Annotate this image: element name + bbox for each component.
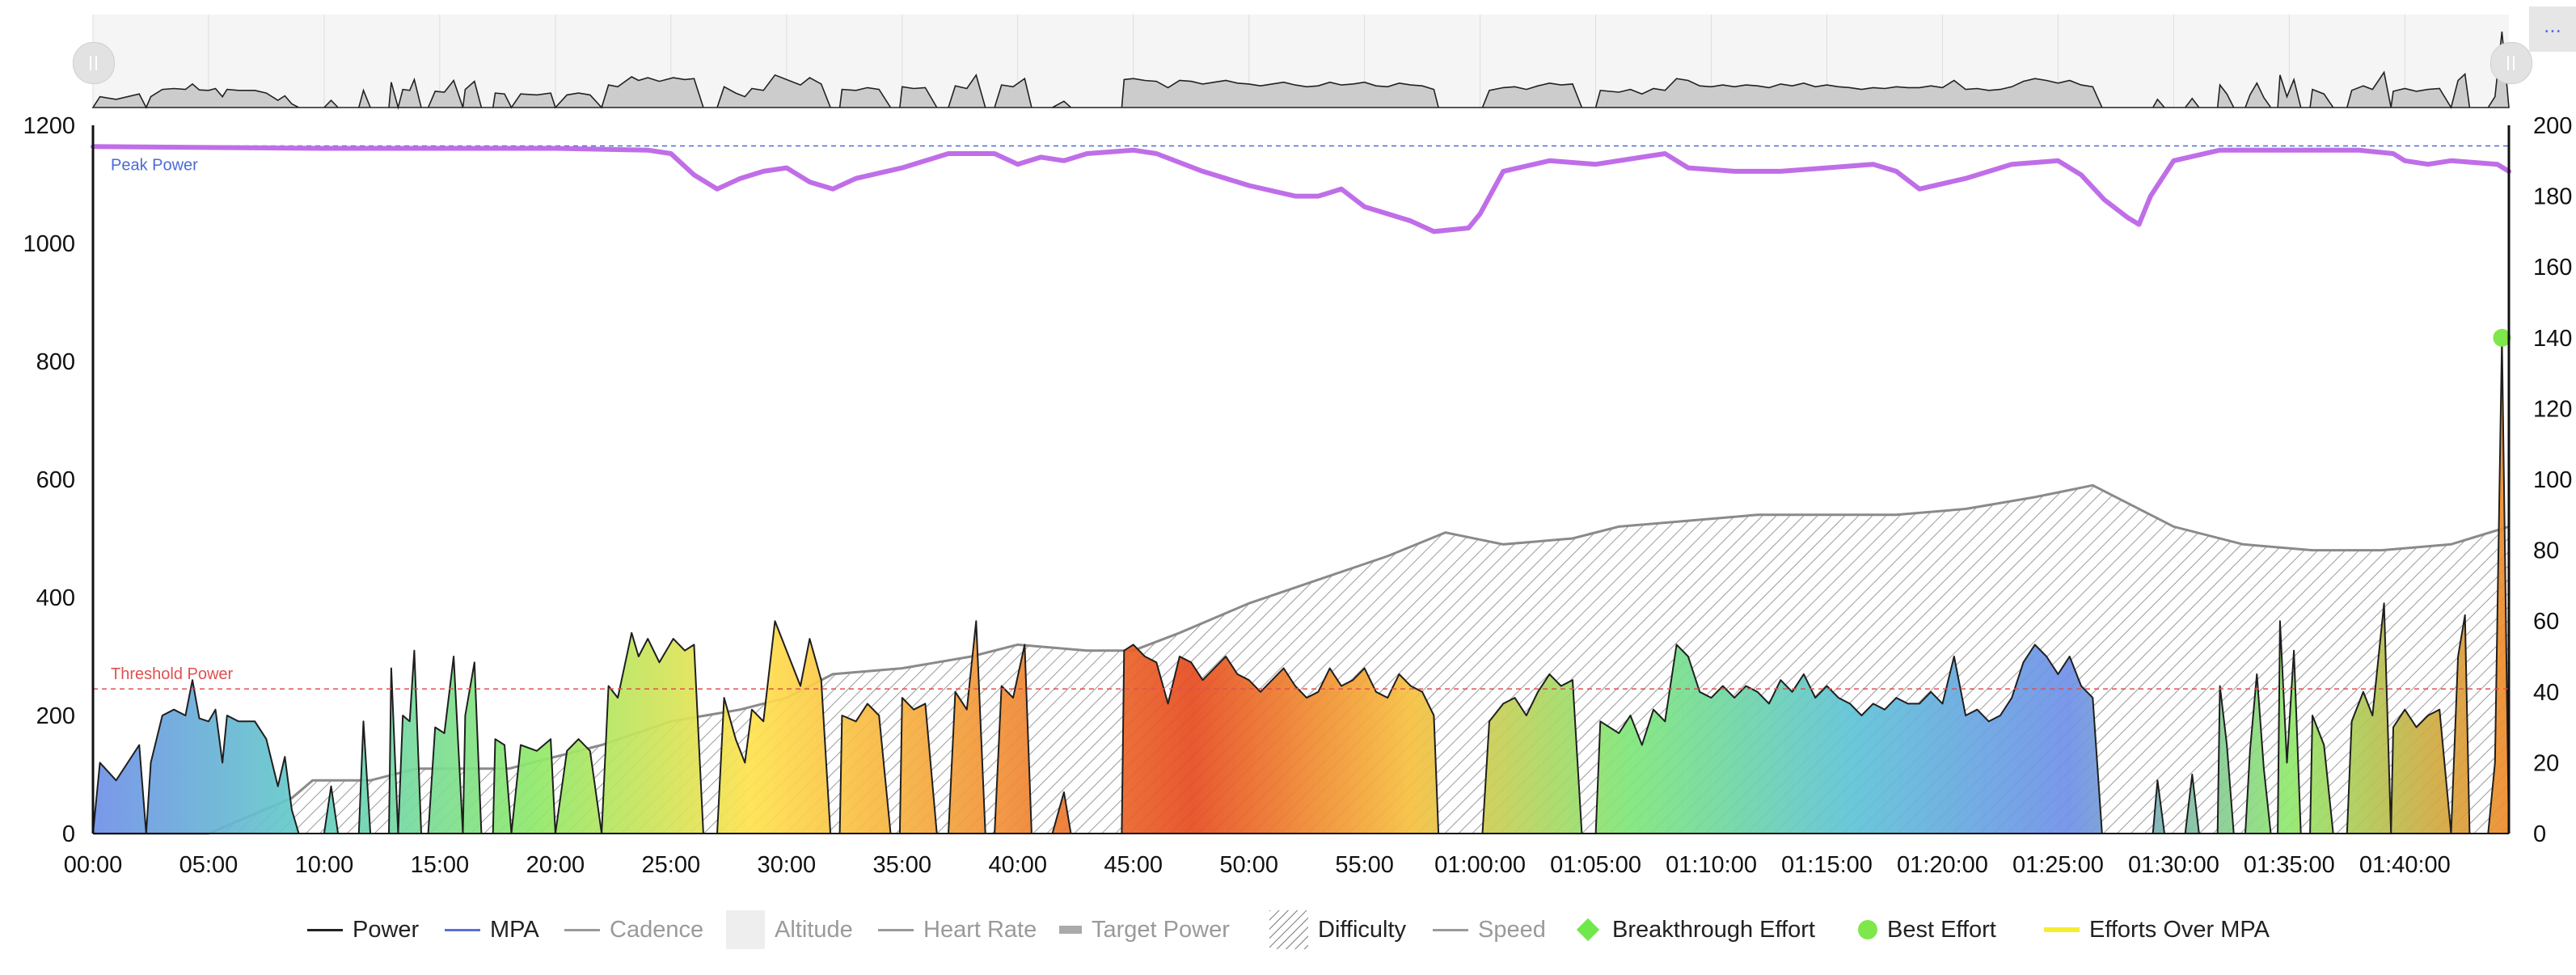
right-axis-tick-label: 20 bbox=[2533, 750, 2559, 776]
navigator-left-handle[interactable] bbox=[73, 42, 115, 84]
legend-label: Cadence bbox=[610, 916, 704, 943]
legend-label: Best Effort bbox=[1887, 916, 1996, 943]
chart-legend: Power MPA Cadence Altitude Heart Rate Target … bbox=[0, 905, 2576, 954]
x-axis-tick-label: 01:35:00 bbox=[2244, 852, 2335, 878]
legend-swatch bbox=[726, 910, 765, 949]
legend-swatch bbox=[1576, 918, 1600, 942]
left-axis-tick-label: 600 bbox=[36, 467, 75, 493]
x-axis-tick-label: 40:00 bbox=[988, 852, 1047, 878]
legend-swatch bbox=[1433, 928, 1468, 931]
legend-item-power[interactable]: Power bbox=[307, 905, 419, 954]
x-axis-tick-label: 10:00 bbox=[295, 852, 354, 878]
right-axis-tick-label: 100 bbox=[2533, 467, 2572, 493]
right-axis-tick-label: 40 bbox=[2533, 680, 2559, 706]
x-axis-tick-label: 15:00 bbox=[411, 852, 470, 878]
left-axis-tick-label: 400 bbox=[36, 585, 75, 611]
x-axis-tick-label: 01:30:00 bbox=[2128, 852, 2219, 878]
x-axis-tick-label: 45:00 bbox=[1104, 852, 1163, 878]
x-axis-tick-label: 01:05:00 bbox=[1550, 852, 1641, 878]
chart-menu-button[interactable]: ... bbox=[2529, 6, 2576, 52]
legend-swatch bbox=[1059, 926, 1082, 934]
threshold-power-label: Threshold Power bbox=[111, 665, 234, 683]
legend-label: Heart Rate bbox=[923, 916, 1037, 943]
legend-label: Altitude bbox=[775, 916, 853, 943]
legend-item-best-effort[interactable]: Best Effort bbox=[1858, 905, 1996, 954]
legend-label: Breakthrough Effort bbox=[1612, 916, 1815, 943]
peak-power-label: Peak Power bbox=[111, 157, 198, 175]
navigator-power-area bbox=[91, 32, 2510, 111]
x-axis-tick-label: 01:40:00 bbox=[2359, 852, 2451, 878]
right-axis-tick-label: 140 bbox=[2533, 326, 2572, 352]
legend-item-target-power[interactable]: Target Power bbox=[1059, 905, 1230, 954]
legend-item-breakthrough-effort[interactable]: Breakthrough Effort bbox=[1575, 905, 1815, 954]
legend-item-mpa[interactable]: MPA bbox=[445, 905, 539, 954]
legend-item-difficulty[interactable]: Difficulty bbox=[1269, 905, 1406, 954]
right-axis-tick-label: 0 bbox=[2533, 821, 2546, 847]
x-axis-tick-label: 01:00:00 bbox=[1434, 852, 1526, 878]
left-axis-tick-label: 1000 bbox=[23, 231, 75, 257]
legend-item-cadence[interactable]: Cadence bbox=[564, 905, 703, 954]
x-axis-tick-label: 20:00 bbox=[526, 852, 585, 878]
power-line bbox=[92, 336, 2510, 834]
legend-label: MPA bbox=[490, 916, 539, 943]
ellipsis-icon: ... bbox=[2544, 13, 2561, 37]
x-axis-tick-label: 01:10:00 bbox=[1666, 852, 1757, 878]
mpa-line bbox=[91, 144, 2511, 234]
x-axis-tick-label: 55:00 bbox=[1335, 852, 1394, 878]
legend-swatch bbox=[878, 928, 914, 931]
right-axis-tick-label: 180 bbox=[2533, 184, 2572, 210]
legend-item-altitude[interactable]: Altitude bbox=[726, 905, 853, 954]
legend-item-efforts-over-mpa[interactable]: Efforts Over MPA bbox=[2044, 905, 2270, 954]
right-axis-tick-label: 160 bbox=[2533, 255, 2572, 281]
x-axis-tick-label: 35:00 bbox=[872, 852, 931, 878]
x-axis-tick-label: 05:00 bbox=[179, 852, 239, 878]
left-axis-tick-label: 0 bbox=[62, 821, 75, 847]
right-axis-tick-label: 80 bbox=[2533, 538, 2559, 564]
navigator-right-handle[interactable] bbox=[2490, 42, 2532, 84]
x-axis-tick-label: 25:00 bbox=[642, 852, 701, 878]
right-axis-tick-label: 60 bbox=[2533, 609, 2559, 635]
x-axis-tick-label: 50:00 bbox=[1219, 852, 1278, 878]
legend-swatch bbox=[564, 928, 600, 931]
x-axis-tick-label: 00:00 bbox=[64, 852, 123, 878]
legend-label: Difficulty bbox=[1318, 916, 1407, 943]
legend-label: Speed bbox=[1478, 916, 1546, 943]
legend-label: Efforts Over MPA bbox=[2089, 916, 2270, 943]
x-axis-tick-label: 01:20:00 bbox=[1897, 852, 1988, 878]
best-effort-marker bbox=[2493, 328, 2511, 347]
legend-label: Target Power bbox=[1092, 916, 1230, 943]
legend-swatch bbox=[307, 928, 343, 931]
x-axis-tick-label: 30:00 bbox=[758, 852, 817, 878]
legend-swatch bbox=[1858, 920, 1877, 939]
legend-swatch bbox=[445, 928, 480, 931]
left-axis-tick-label: 200 bbox=[36, 703, 75, 729]
legend-item-speed[interactable]: Speed bbox=[1433, 905, 1546, 954]
right-axis-tick-label: 200 bbox=[2533, 113, 2572, 139]
right-axis-tick-label: 120 bbox=[2533, 396, 2572, 422]
left-axis-tick-label: 1200 bbox=[23, 113, 75, 139]
legend-swatch bbox=[1269, 910, 1308, 949]
legend-swatch bbox=[2044, 927, 2080, 932]
legend-label: Power bbox=[353, 916, 420, 943]
legend-item-heart-rate[interactable]: Heart Rate bbox=[878, 905, 1037, 954]
left-axis-tick-label: 800 bbox=[36, 349, 75, 375]
x-axis-tick-label: 01:25:00 bbox=[2012, 852, 2104, 878]
x-axis-tick-label: 01:15:00 bbox=[1781, 852, 1873, 878]
